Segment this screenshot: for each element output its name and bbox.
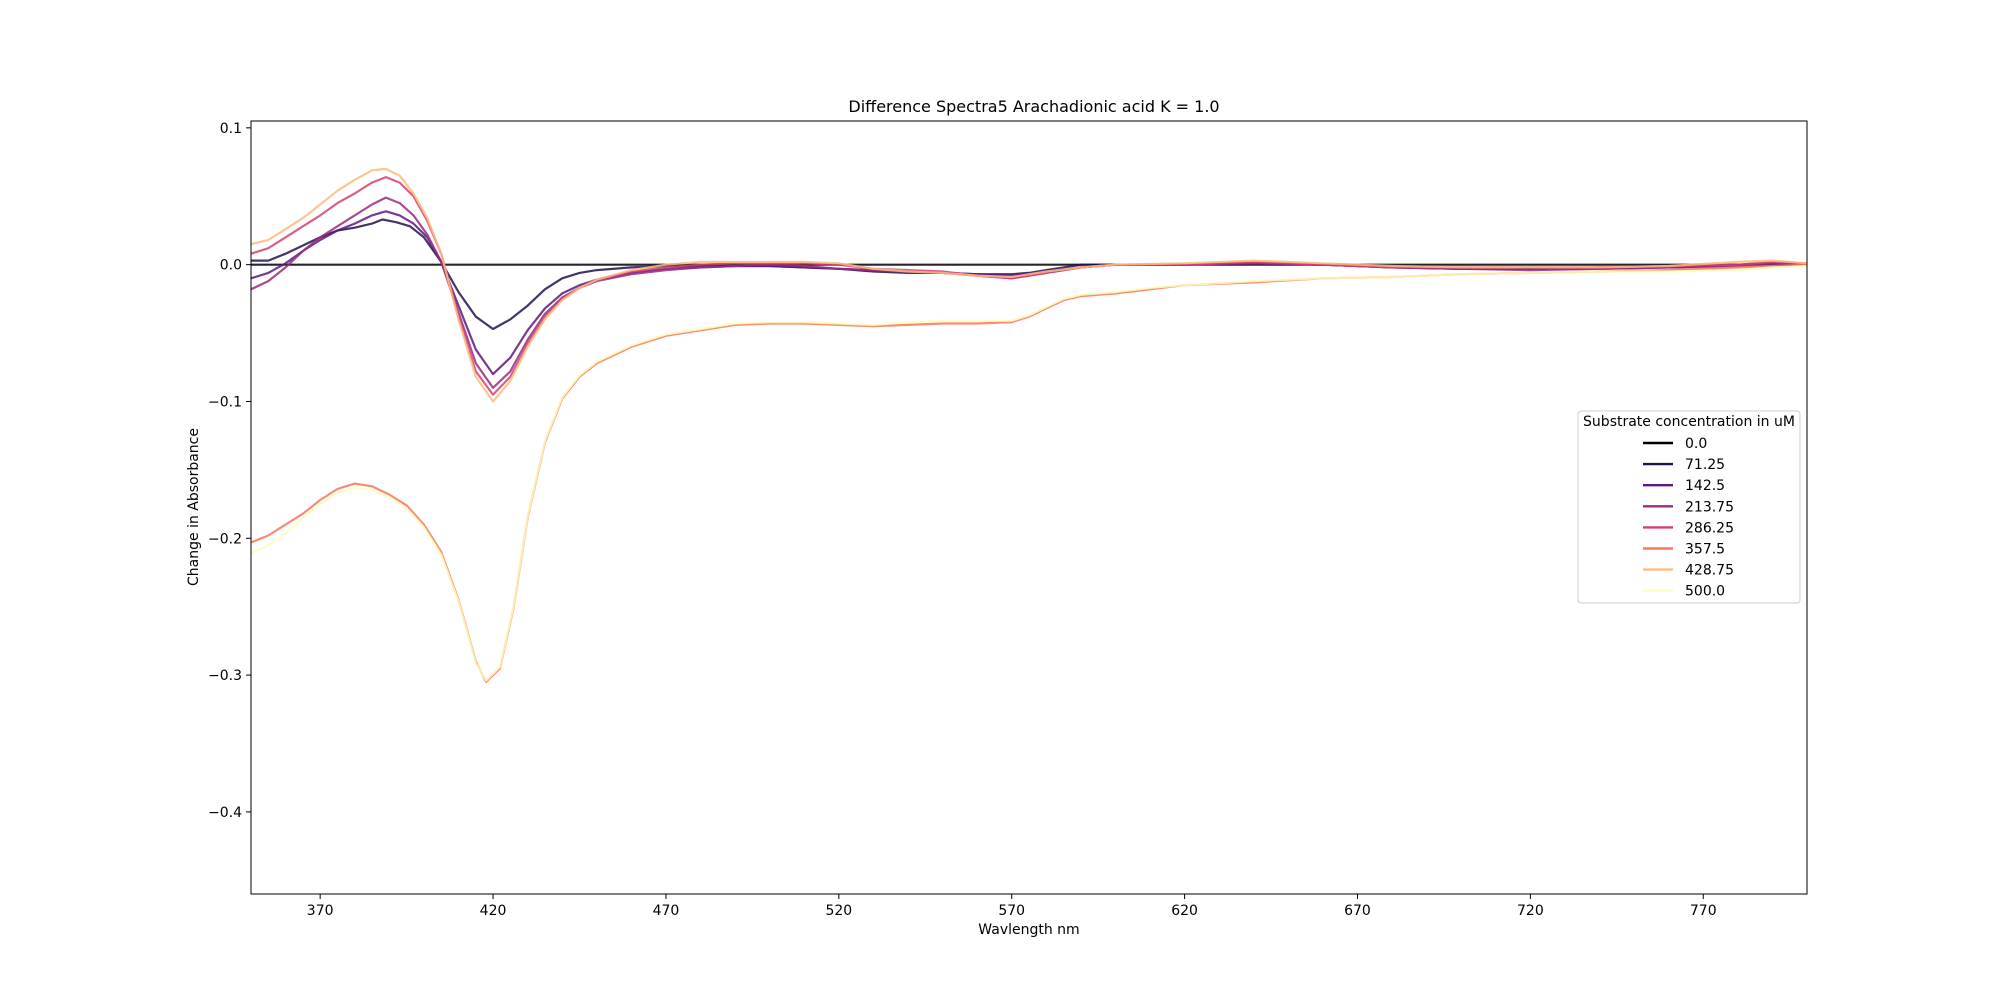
- y-tick-label: −0.3: [208, 668, 242, 684]
- x-tick-label: 420: [480, 903, 507, 919]
- y-axis-label: Change in Absorbance: [186, 428, 202, 586]
- y-tick-label: −0.4: [208, 805, 242, 821]
- x-axis-ticks: 370 420 470 520 570 620 670 720 770: [307, 894, 1717, 919]
- legend-label: 286.25: [1685, 520, 1734, 536]
- legend-label: 500.0: [1685, 584, 1725, 600]
- series-line-6: [250, 167, 1808, 403]
- x-axis-label: Wavlength nm: [978, 922, 1079, 938]
- x-tick-label: 570: [998, 903, 1025, 919]
- x-tick-label: 470: [653, 903, 680, 919]
- y-tick-label: 0.1: [220, 121, 242, 137]
- x-tick-label: 620: [1171, 903, 1198, 919]
- legend-label: 213.75: [1685, 499, 1734, 515]
- legend-label: 71.25: [1685, 457, 1725, 473]
- y-tick-label: −0.2: [208, 531, 242, 547]
- y-tick-label: 0.0: [220, 258, 242, 274]
- plot-frame: [250, 120, 1808, 895]
- x-tick-label: 670: [1344, 903, 1371, 919]
- legend-title: Substrate concentration in uM: [1583, 414, 1795, 430]
- legend-label: 142.5: [1685, 478, 1725, 494]
- x-tick-label: 770: [1690, 903, 1717, 919]
- chart-title: Difference Spectra5 Arachadionic acid K …: [848, 97, 1219, 116]
- y-tick-label: −0.1: [208, 394, 242, 410]
- plot-lines: [250, 167, 1808, 683]
- series-line-7: [250, 264, 1808, 682]
- legend-label: 428.75: [1685, 563, 1734, 579]
- legend-label: 0.0: [1685, 436, 1707, 452]
- x-tick-label: 370: [307, 903, 334, 919]
- legend-box: [1577, 410, 1801, 604]
- y-axis-ticks: 0.1 0.0 −0.1 −0.2 −0.3 −0.4: [208, 121, 251, 821]
- series-line-4: [250, 176, 1808, 396]
- x-tick-label: 520: [825, 903, 852, 919]
- legend-entries: 0.0 71.25 142.5 213.75 286.25 357.5 428.75 500.…: [1643, 436, 1734, 600]
- legend-label: 357.5: [1685, 542, 1725, 558]
- x-tick-label: 720: [1517, 903, 1544, 919]
- legend: Substrate concentration in uM 0.0 71.25 14…: [1577, 410, 1801, 604]
